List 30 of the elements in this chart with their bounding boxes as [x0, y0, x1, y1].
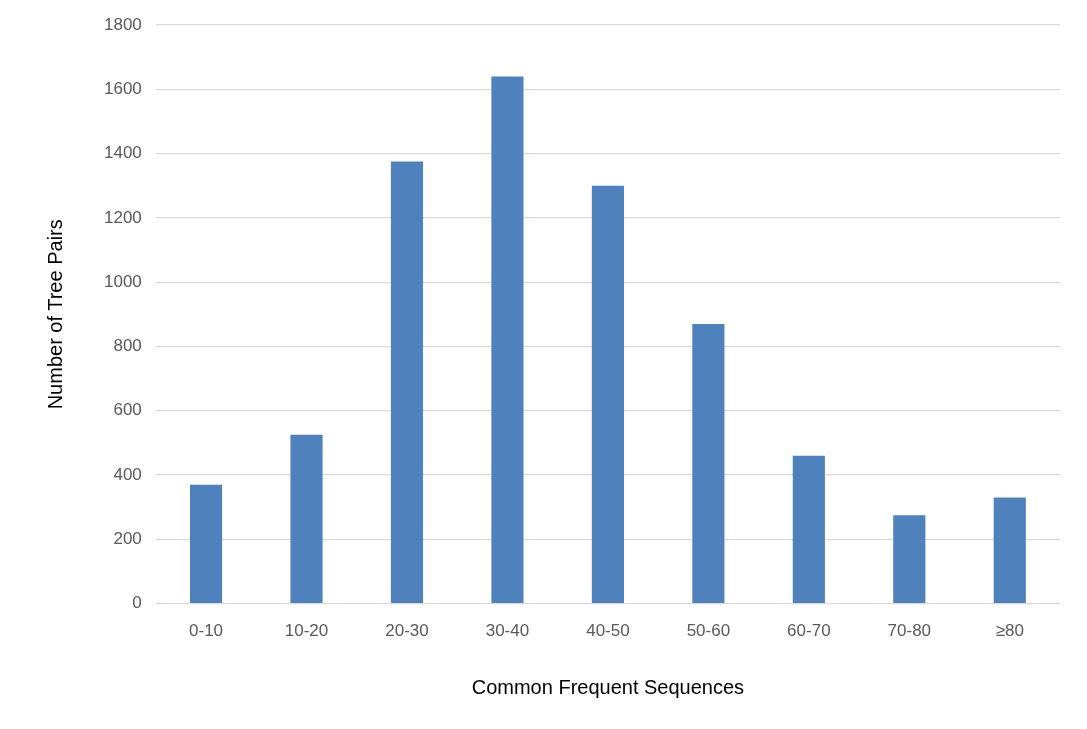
y-tick-label: 800	[113, 336, 142, 356]
y-axis-title: Number of Tree Pairs	[43, 219, 66, 410]
y-tick-label: 1200	[103, 207, 142, 227]
y-tick-label: 1800	[103, 14, 142, 34]
x-tick-label: 0-10	[189, 621, 224, 641]
x-tick-label: ≥80	[995, 621, 1024, 641]
bar	[591, 185, 624, 603]
y-tick-label: 0	[132, 593, 142, 613]
x-tick-label: 10-20	[284, 621, 329, 641]
bar	[290, 434, 323, 603]
bar	[491, 76, 524, 603]
x-tick-label: 50-60	[686, 621, 731, 641]
bar	[692, 323, 725, 603]
x-axis-title: Common Frequent Sequences	[471, 675, 745, 698]
y-tick-label: 1400	[103, 143, 142, 163]
x-tick-label: 40-50	[586, 621, 630, 641]
bar	[993, 497, 1026, 603]
bar	[189, 484, 223, 603]
bar	[792, 455, 825, 603]
y-tick-label: 1000	[103, 271, 142, 291]
y-tick-label: 200	[113, 529, 142, 548]
y-tick-label: 1600	[103, 78, 142, 98]
x-tick-label: 30-40	[485, 621, 530, 641]
bar	[390, 161, 424, 603]
x-tick-label: 20-30	[385, 621, 429, 641]
y-tick-label: 600	[113, 400, 142, 420]
y-tick-label: 400	[113, 464, 142, 484]
x-tick-label: 60-70	[787, 621, 831, 641]
bar	[893, 515, 926, 603]
x-tick-label: 70-80	[887, 621, 932, 641]
